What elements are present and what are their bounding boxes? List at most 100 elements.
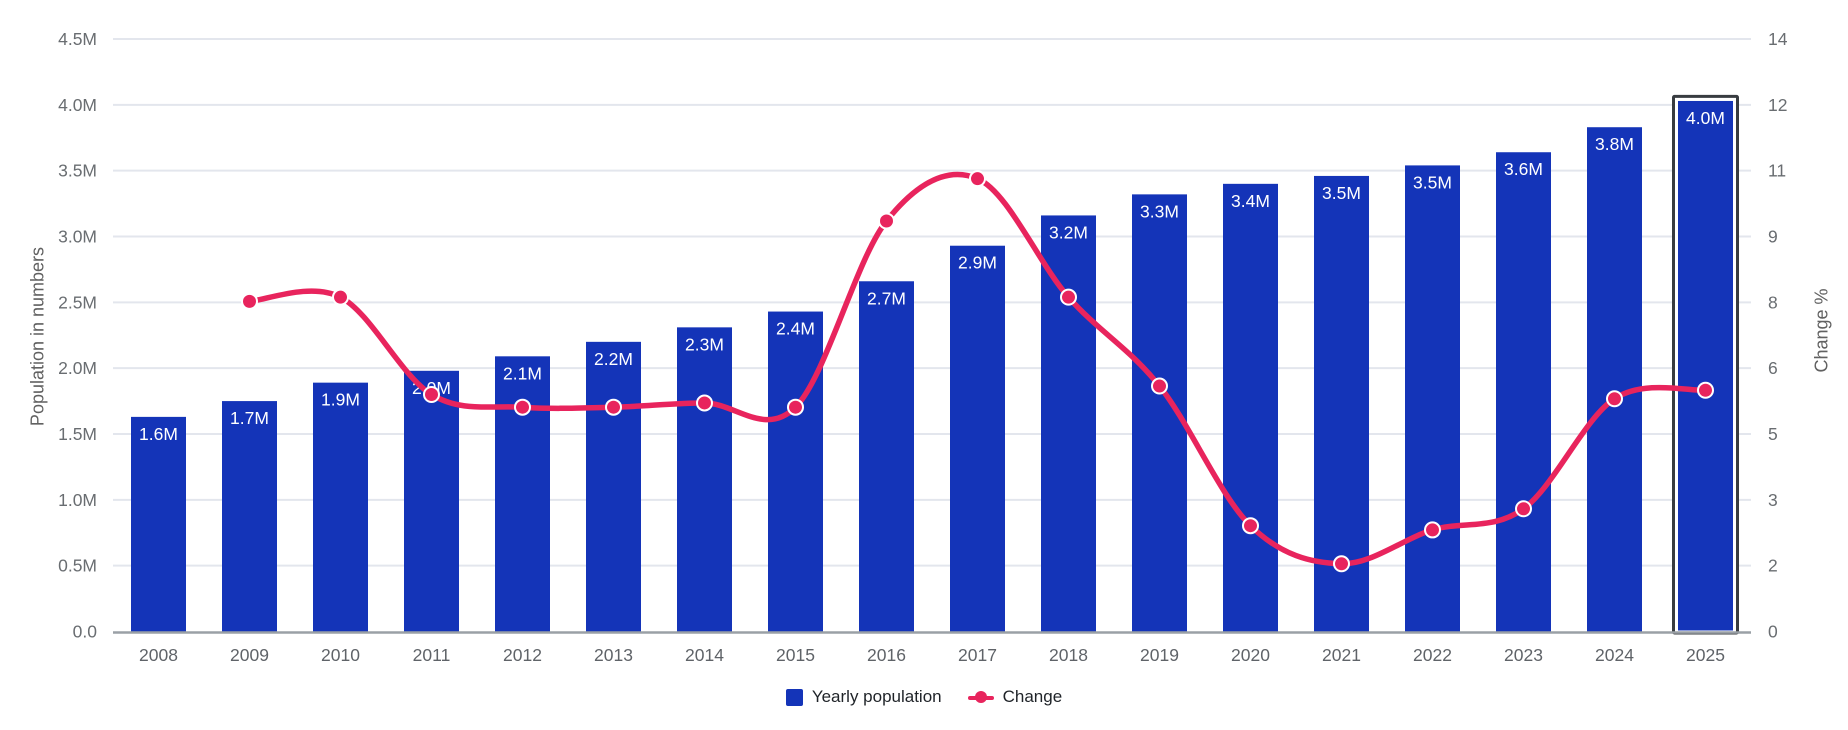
chart-legend: Yearly population Change — [0, 687, 1848, 707]
change-point-2011[interactable] — [423, 386, 440, 403]
x-axis-label-2015: 2015 — [776, 645, 815, 665]
x-axis-label-2009: 2009 — [230, 645, 269, 665]
bar-value-label: 4.0M — [1686, 108, 1725, 128]
bar-value-label: 1.7M — [230, 408, 269, 428]
change-point-2009[interactable] — [241, 292, 258, 310]
legend-item-change[interactable]: Change — [967, 687, 1063, 707]
right-axis-tick-label: 0 — [1768, 622, 1778, 642]
bar-2009[interactable] — [222, 401, 277, 632]
left-axis-tick-label: 0.5M — [58, 556, 97, 576]
bar-value-label: 1.6M — [139, 424, 178, 444]
legend-item-yearly-population[interactable]: Yearly population — [785, 687, 942, 707]
bar-value-label: 3.3M — [1140, 201, 1179, 221]
left-axis-tick-label: 3.5M — [58, 161, 97, 181]
x-axis-label-2013: 2013 — [594, 645, 633, 665]
left-axis-tick-label: 0.0 — [73, 622, 98, 642]
change-point-2014[interactable] — [696, 394, 713, 412]
left-axis-tick-label: 2.5M — [58, 292, 97, 312]
change-point-2015[interactable] — [787, 398, 804, 416]
x-axis-label-2010: 2010 — [321, 645, 360, 665]
bar-value-label: 1.9M — [321, 390, 360, 410]
bar-value-label: 2.2M — [594, 349, 633, 369]
right-axis-tick-label: 9 — [1768, 227, 1778, 247]
change-line — [246, 171, 1709, 567]
x-axis-label-2017: 2017 — [958, 645, 997, 665]
bar-value-label: 2.7M — [867, 288, 906, 308]
right-axis-tick-label: 11 — [1768, 161, 1786, 181]
left-axis-tick-label: 4.0M — [58, 95, 97, 115]
change-point-2017[interactable] — [969, 170, 986, 188]
bar-value-label: 2.9M — [958, 253, 997, 273]
bar-2024[interactable] — [1587, 127, 1642, 632]
bar-2015[interactable] — [768, 311, 823, 632]
bar-2011[interactable] — [404, 370, 459, 632]
right-axis-tick-label: 14 — [1768, 29, 1788, 49]
right-axis-title: Change % — [1811, 288, 1832, 373]
change-point-2025[interactable] — [1697, 381, 1714, 399]
x-axis-label-2008: 2008 — [139, 645, 178, 665]
change-point-2023[interactable] — [1515, 500, 1532, 518]
left-axis-tick-label: 2.0M — [58, 358, 97, 378]
x-axis-label-2024: 2024 — [1595, 645, 1634, 665]
x-axis-label-2019: 2019 — [1140, 645, 1179, 665]
bar-value-label: 2.1M — [503, 363, 542, 383]
left-axis-tick-label: 4.5M — [58, 29, 97, 49]
bar-2010[interactable] — [313, 382, 368, 632]
bar-2013[interactable] — [586, 341, 641, 632]
change-point-2020[interactable] — [1242, 517, 1259, 535]
bar-2012[interactable] — [495, 356, 550, 632]
bar-value-label: 3.5M — [1322, 183, 1361, 203]
chart-plot-area: 0.0 0 0.5M 2 1.0M 3 1.5M 5 2.0M 6 2.5M 8 3.0M 9 3.5M 11… — [58, 29, 1788, 665]
bar-value-label: 2.4M — [776, 319, 815, 339]
change-point-2012[interactable] — [514, 398, 531, 416]
change-point-2024[interactable] — [1606, 390, 1623, 408]
left-axis-tick-label: 1.0M — [58, 490, 97, 510]
right-axis-tick-label: 8 — [1768, 292, 1778, 312]
bar-value-label: 3.8M — [1595, 134, 1634, 154]
bar-value-label: 3.6M — [1504, 159, 1543, 179]
bar-value-label: 3.4M — [1231, 191, 1270, 211]
change-point-2018[interactable] — [1060, 288, 1077, 306]
left-axis-tick-label: 1.5M — [58, 424, 97, 444]
bar-2018[interactable] — [1041, 215, 1096, 632]
bar-value-label: 3.5M — [1413, 172, 1452, 192]
x-axis-label-2025: 2025 — [1686, 645, 1725, 665]
bar-value-label: 2.3M — [685, 334, 724, 354]
x-axis-label-2023: 2023 — [1504, 645, 1543, 665]
bar-2008[interactable] — [131, 416, 186, 632]
x-axis-label-2012: 2012 — [503, 645, 542, 665]
x-axis-label-2011: 2011 — [413, 645, 451, 665]
bar-2023[interactable] — [1496, 152, 1551, 632]
legend-label-change: Change — [1002, 687, 1063, 706]
right-axis-tick-label: 2 — [1768, 556, 1778, 576]
x-axis-label-2020: 2020 — [1231, 645, 1270, 665]
right-axis-tick-label: 12 — [1768, 95, 1787, 115]
x-axis-label-2016: 2016 — [867, 645, 906, 665]
right-axis-tick-label: 5 — [1768, 424, 1778, 444]
change-point-2016[interactable] — [878, 212, 895, 230]
legend-label-yearly-population: Yearly population — [811, 687, 942, 706]
change-point-2022[interactable] — [1424, 521, 1441, 539]
bar-2020[interactable] — [1223, 183, 1278, 632]
right-axis-tick-label: 6 — [1768, 358, 1778, 378]
bar-2017[interactable] — [950, 245, 1005, 632]
x-axis-label-2014: 2014 — [685, 645, 724, 665]
bar-2016[interactable] — [859, 281, 914, 632]
change-point-2013[interactable] — [605, 398, 622, 416]
left-axis-tick-label: 3.0M — [58, 227, 97, 247]
bar-2025[interactable] — [1678, 100, 1733, 632]
x-axis-label-2021: 2021 — [1322, 645, 1361, 665]
change-point-2019[interactable] — [1151, 377, 1168, 395]
line-series-marker-icon — [967, 689, 994, 706]
bar-value-label: 3.2M — [1049, 222, 1088, 242]
change-point-2010[interactable] — [332, 288, 349, 306]
bar-2022[interactable] — [1405, 165, 1460, 632]
right-axis-tick-label: 3 — [1768, 490, 1778, 510]
bar-series-swatch-icon — [785, 688, 803, 706]
bar-2014[interactable] — [677, 327, 732, 632]
x-axis-label-2022: 2022 — [1413, 645, 1452, 665]
change-point-2021[interactable] — [1333, 555, 1350, 573]
x-axis-label-2018: 2018 — [1049, 645, 1088, 665]
left-axis-title: Population in numbers — [27, 246, 48, 427]
